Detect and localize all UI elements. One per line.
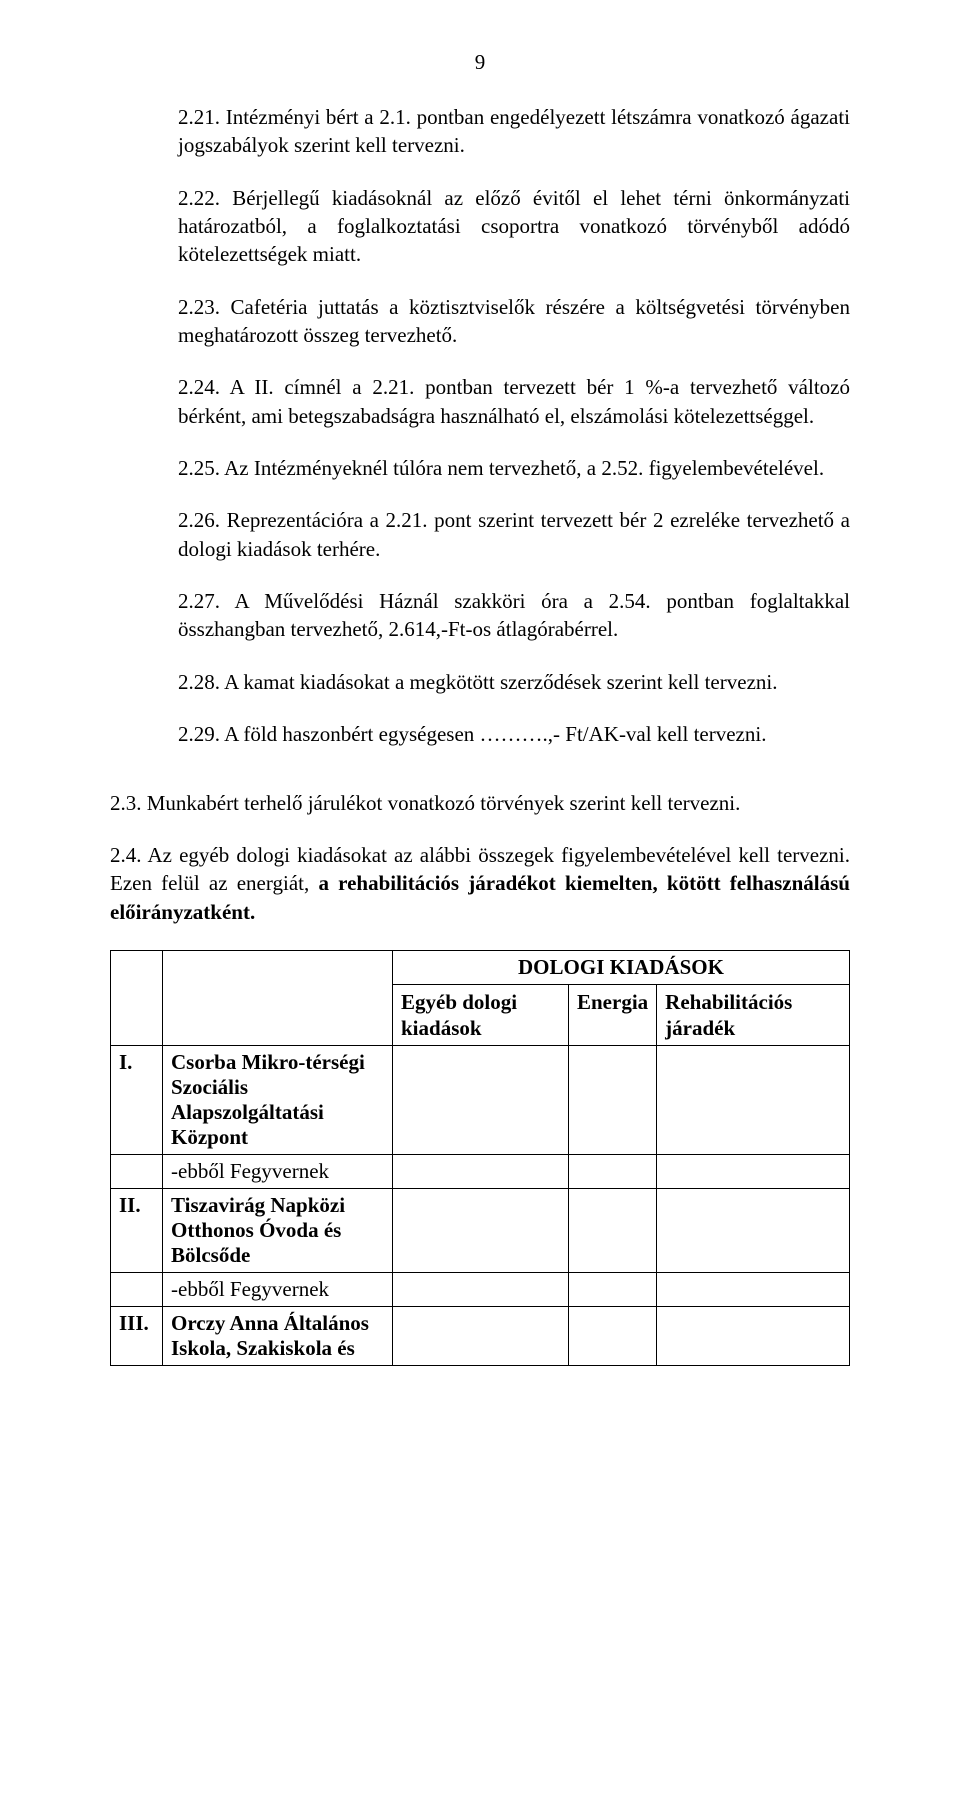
row-egyeb <box>393 1307 569 1366</box>
row-energia <box>569 1307 657 1366</box>
paragraph-2-23: 2.23. Cafetéria juttatás a köztisztvisel… <box>110 293 850 350</box>
row-egyeb <box>393 1273 569 1307</box>
paragraph-2-28: 2.28. A kamat kiadásokat a megkötött sze… <box>110 668 850 696</box>
row-num <box>111 1155 163 1189</box>
paragraph-2-26: 2.26. Reprezentációra a 2.21. pont szeri… <box>110 506 850 563</box>
table-row: II. Tiszavirág Napközi Otthonos Óvoda és… <box>111 1189 850 1273</box>
row-rehab <box>657 1046 850 1155</box>
row-rehab <box>657 1307 850 1366</box>
table-row: I. Csorba Mikro-térségi Szociális Alapsz… <box>111 1046 850 1155</box>
paragraph-2-4: 2.4. Az egyéb dologi kiadásokat az alább… <box>110 841 850 926</box>
paragraph-2-29: 2.29. A föld haszonbért egységesen ……….,… <box>110 720 850 748</box>
paragraph-2-24: 2.24. A II. címnél a 2.21. pontban terve… <box>110 373 850 430</box>
row-name: -ebből Fegyvernek <box>163 1273 393 1307</box>
table-header-row-1: DOLOGI KIADÁSOK <box>111 950 850 984</box>
row-name: -ebből Fegyvernek <box>163 1155 393 1189</box>
table-corner-blank-2 <box>163 950 393 1046</box>
table-row: III. Orczy Anna Általános Iskola, Szakis… <box>111 1307 850 1366</box>
page-number: 9 <box>110 50 850 75</box>
table-title-cell: DOLOGI KIADÁSOK <box>393 950 850 984</box>
row-rehab <box>657 1155 850 1189</box>
table-col-rehab: Rehabilitációs járadék <box>657 984 850 1046</box>
row-name: Tiszavirág Napközi Otthonos Óvoda és Böl… <box>163 1189 393 1273</box>
row-egyeb <box>393 1189 569 1273</box>
paragraph-2-25: 2.25. Az Intézményeknél túlóra nem terve… <box>110 454 850 482</box>
row-energia <box>569 1046 657 1155</box>
table-corner-blank-1 <box>111 950 163 1046</box>
table-row: -ebből Fegyvernek <box>111 1155 850 1189</box>
row-energia <box>569 1273 657 1307</box>
row-rehab <box>657 1273 850 1307</box>
row-name: Orczy Anna Általános Iskola, Szakiskola … <box>163 1307 393 1366</box>
row-num: III. <box>111 1307 163 1366</box>
row-energia <box>569 1189 657 1273</box>
row-num: II. <box>111 1189 163 1273</box>
table-col-energia: Energia <box>569 984 657 1046</box>
paragraph-2-22: 2.22. Bérjellegű kiadásoknál az előző év… <box>110 184 850 269</box>
row-rehab <box>657 1189 850 1273</box>
row-num: I. <box>111 1046 163 1155</box>
row-egyeb <box>393 1046 569 1155</box>
dologi-kiadasok-table: DOLOGI KIADÁSOK Egyéb dologi kiadások En… <box>110 950 850 1367</box>
paragraph-2-3: 2.3. Munkabért terhelő járulékot vonatko… <box>110 789 850 817</box>
document-page: 9 2.21. Intézményi bért a 2.1. pontban e… <box>0 0 960 1802</box>
row-egyeb <box>393 1155 569 1189</box>
row-name: Csorba Mikro-térségi Szociális Alapszolg… <box>163 1046 393 1155</box>
table-row: -ebből Fegyvernek <box>111 1273 850 1307</box>
paragraph-2-21: 2.21. Intézményi bért a 2.1. pontban eng… <box>110 103 850 160</box>
paragraph-2-27: 2.27. A Művelődési Háznál szakköri óra a… <box>110 587 850 644</box>
row-energia <box>569 1155 657 1189</box>
row-num <box>111 1273 163 1307</box>
table-col-egyeb: Egyéb dologi kiadások <box>393 984 569 1046</box>
